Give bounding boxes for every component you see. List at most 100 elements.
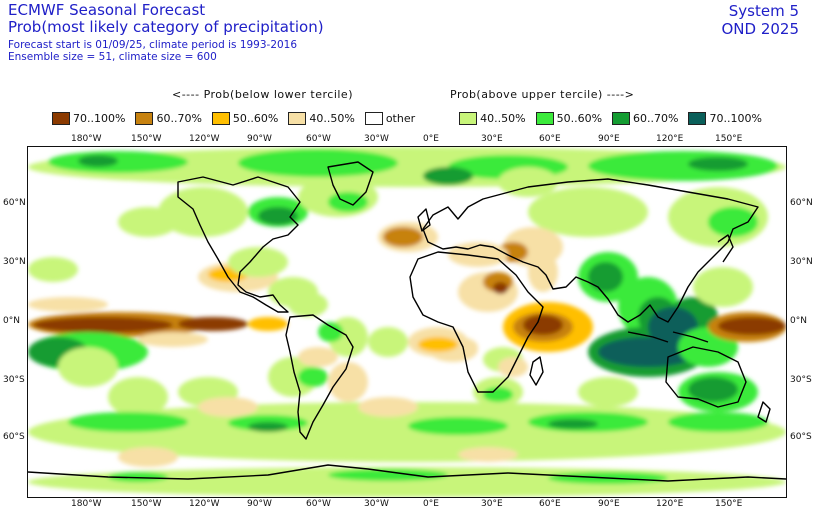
system-label: System 5 <box>728 2 799 20</box>
probability-region <box>138 332 208 347</box>
longitude-label: 90°E <box>598 134 620 144</box>
latitude-label: 0°N <box>3 316 20 326</box>
longitude-label: 90°W <box>247 134 272 144</box>
probability-region <box>33 317 173 333</box>
coastline <box>417 208 431 232</box>
above-tercile-heading: Prob(above upper tercile) ----> <box>450 88 635 101</box>
latitude-label: 60°S <box>790 432 812 442</box>
longitude-label: 150°W <box>131 499 162 509</box>
probability-region <box>318 322 343 342</box>
probability-region <box>298 347 338 367</box>
longitude-label: 120°W <box>189 499 220 509</box>
latitude-label: 60°S <box>3 432 25 442</box>
longitude-label: 120°W <box>189 134 220 144</box>
legend-label: 70..100% <box>73 112 126 125</box>
probability-region <box>108 472 168 482</box>
longitude-label: 60°W <box>306 134 331 144</box>
coastline <box>177 176 301 313</box>
probability-region <box>548 419 598 429</box>
longitude-label: 30°W <box>364 134 389 144</box>
legend-item: 70..100% <box>52 112 125 125</box>
probability-region <box>523 315 563 335</box>
probability-region <box>118 207 178 237</box>
legend-label: 40..50% <box>480 112 526 125</box>
probability-region <box>578 377 638 407</box>
probability-region <box>248 317 288 331</box>
probability-region <box>708 207 758 237</box>
probability-region <box>718 317 786 335</box>
longitude-label: 90°W <box>247 499 272 509</box>
probability-region <box>493 282 508 294</box>
legend-swatch <box>211 112 230 125</box>
legend-swatch <box>535 112 554 125</box>
probability-region <box>358 397 418 417</box>
legend: 70..100% 60..70% 50..60% 40..50% other 40..50… <box>52 112 772 125</box>
legend-item: 70..100% <box>688 112 762 125</box>
longitude-label: 60°W <box>306 499 331 509</box>
probability-region <box>68 412 188 432</box>
coastline <box>627 331 709 343</box>
coastline <box>717 234 734 263</box>
longitude-label: 0°E <box>423 134 439 144</box>
legend-label: other <box>385 112 416 125</box>
legend-label: 60..70% <box>156 112 202 125</box>
longitude-label: 60°E <box>539 499 561 509</box>
legend-item: 50..60% <box>211 112 279 125</box>
probability-region <box>228 247 288 277</box>
probability-region <box>688 157 748 171</box>
probability-region <box>423 167 473 185</box>
latitude-label: 60°N <box>790 198 813 208</box>
longitude-label: 120°E <box>656 499 684 509</box>
probability-region <box>328 469 448 481</box>
probability-region <box>28 257 78 282</box>
latitude-label: 30°S <box>790 375 812 385</box>
legend-swatch <box>52 112 70 125</box>
header-right: System 5 OND 2025 <box>721 2 799 38</box>
latitude-label: 60°N <box>3 198 26 208</box>
map-canvas <box>28 147 786 497</box>
coastline <box>28 464 786 482</box>
season-label: OND 2025 <box>721 20 799 38</box>
probability-region <box>368 327 408 357</box>
page-title: ECMWF Seasonal Forecast <box>8 1 206 19</box>
longitude-label: 30°W <box>364 499 389 509</box>
longitude-label: 150°E <box>715 499 743 509</box>
probability-region <box>498 167 558 197</box>
coastline <box>285 314 354 440</box>
probability-region <box>58 347 118 387</box>
header-left: ECMWF Seasonal Forecast Prob(most likely… <box>8 1 324 63</box>
legend-label: 40..50% <box>309 112 355 125</box>
latitude-label: 30°N <box>3 257 26 267</box>
legend-label: 50..60% <box>232 112 279 125</box>
probability-region <box>668 412 768 432</box>
longitude-label: 150°W <box>131 134 162 144</box>
legend-label: 50..60% <box>556 112 603 125</box>
probability-region <box>418 337 458 352</box>
legend-item: other <box>364 112 416 125</box>
legend-item: 50..60% <box>535 112 603 125</box>
probability-region <box>483 387 513 402</box>
coastline <box>529 356 544 386</box>
longitude-label: 0°E <box>423 499 439 509</box>
probability-region <box>268 357 318 397</box>
latitude-label: 0°N <box>790 316 807 326</box>
probability-region <box>108 377 168 417</box>
probability-region <box>588 262 623 292</box>
probability-region <box>118 447 178 467</box>
coastline <box>665 346 747 408</box>
probability-region <box>248 422 288 432</box>
probability-region <box>28 297 108 312</box>
longitude-label: 60°E <box>539 134 561 144</box>
probability-region <box>198 397 258 417</box>
probability-region <box>78 155 118 167</box>
probability-region <box>528 187 648 237</box>
longitude-label: 150°E <box>715 134 743 144</box>
probability-region <box>383 227 423 247</box>
probability-region <box>588 151 778 181</box>
map-frame <box>27 146 787 498</box>
probability-region <box>238 149 398 177</box>
probability-region <box>328 362 368 402</box>
ensemble-info: Ensemble size = 51, climate size = 600 <box>8 50 217 63</box>
coastline <box>409 251 544 393</box>
probability-region <box>693 267 753 307</box>
